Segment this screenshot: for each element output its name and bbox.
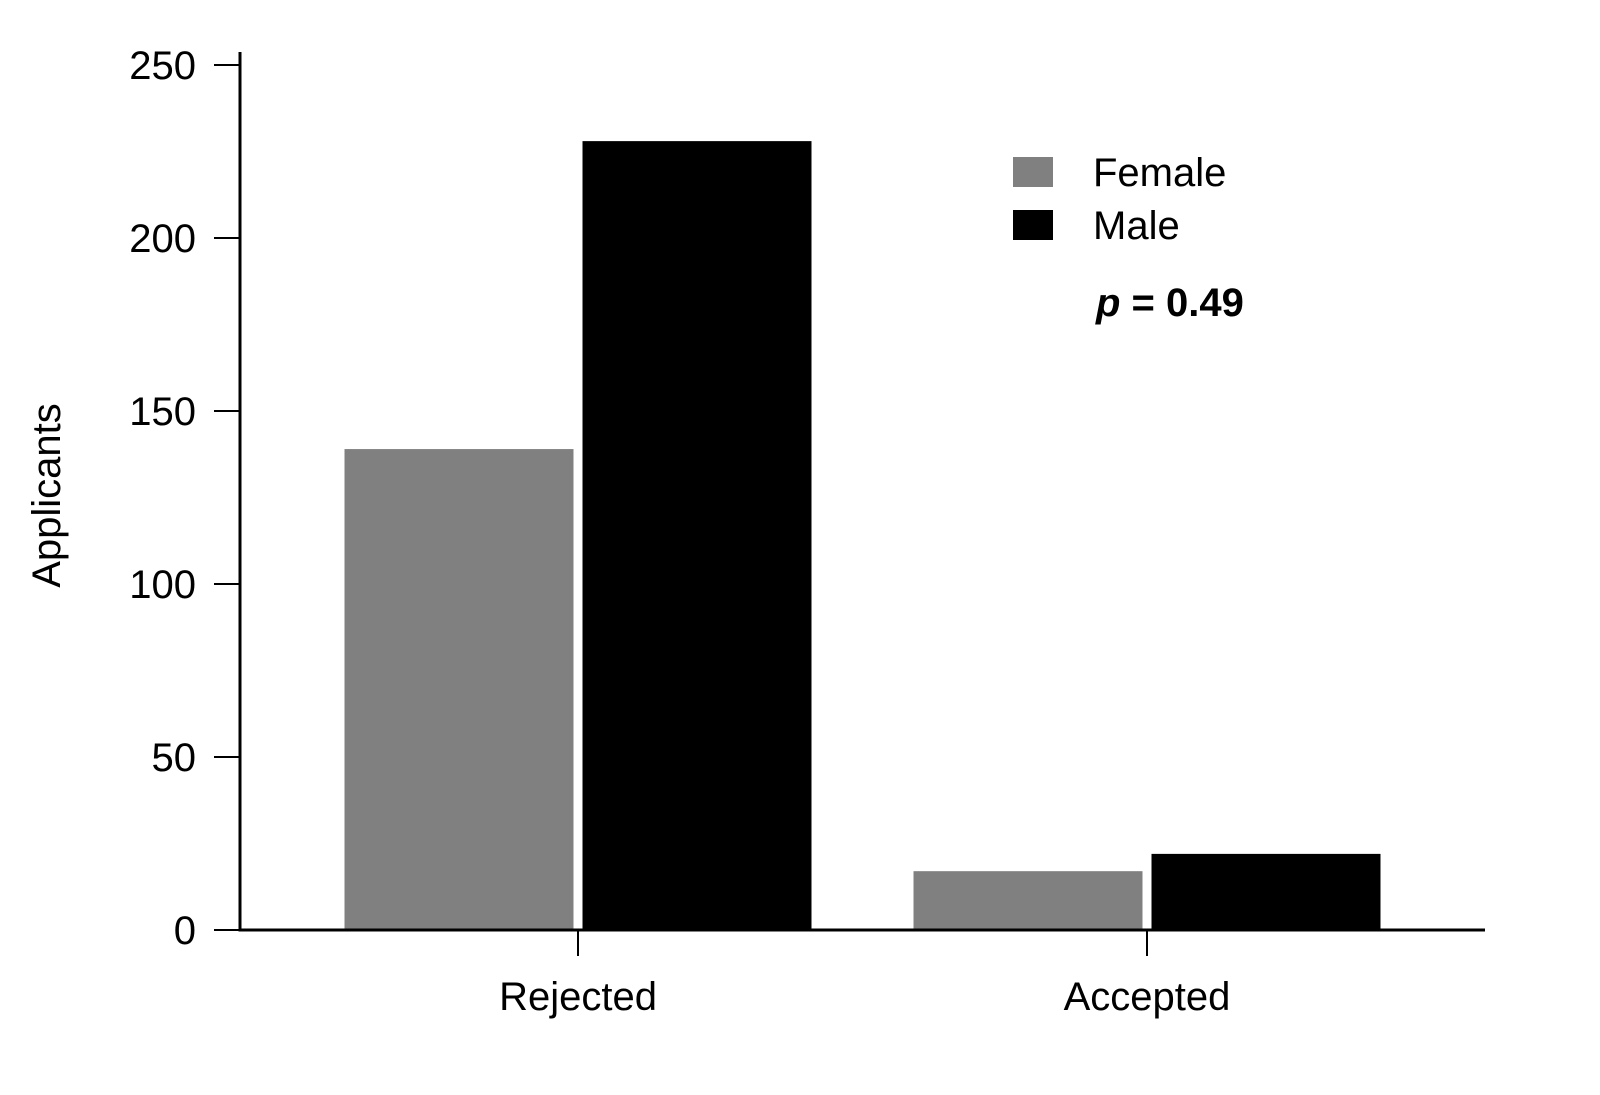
- y-axis-label: Applicants: [25, 403, 69, 588]
- axes-layer: [238, 52, 1485, 932]
- bar-male-rejected: [582, 141, 812, 930]
- y-tick-label: 100: [129, 563, 196, 607]
- bar-female-rejected: [344, 449, 574, 930]
- x-tick-label: Rejected: [499, 975, 657, 1019]
- bar-female-accepted: [913, 871, 1143, 930]
- y-tick-label: 250: [129, 44, 196, 88]
- p-value-annotation: p = 0.49: [1095, 281, 1244, 325]
- p-symbol: p: [1095, 281, 1120, 325]
- legend-swatch-female: [1013, 157, 1053, 187]
- y-tick-label: 50: [152, 736, 197, 780]
- legend-label-male: Male: [1093, 204, 1180, 248]
- legend: Female Male: [1013, 151, 1226, 248]
- legend-swatch-male: [1013, 210, 1053, 240]
- y-tick-label: 0: [174, 909, 196, 953]
- x-tick-label: Accepted: [1064, 975, 1231, 1019]
- bar-male-accepted: [1151, 853, 1381, 930]
- y-tick-label: 150: [129, 390, 196, 434]
- y-ticks: 0 50 100 150 200 250: [129, 44, 240, 953]
- legend-label-female: Female: [1093, 151, 1226, 195]
- x-ticks: Rejected Accepted: [499, 930, 1230, 1019]
- bars-layer: [344, 141, 1381, 930]
- p-value-text: = 0.49: [1120, 281, 1243, 325]
- y-tick-label: 200: [129, 217, 196, 261]
